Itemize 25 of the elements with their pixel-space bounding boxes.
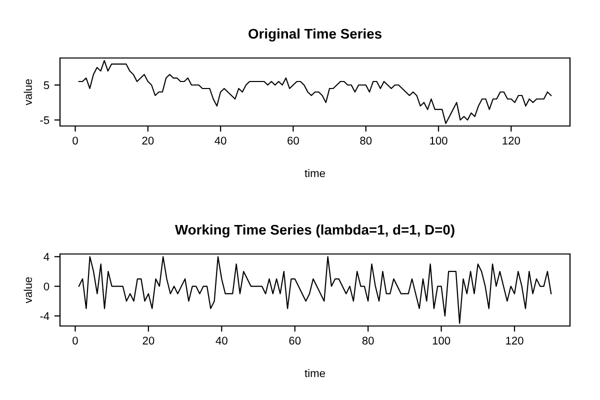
x-axis-title: time [304,368,325,378]
x-tick-label: 100 [432,336,450,345]
x-tick-label: 80 [360,136,372,145]
x-axis-title: time [304,168,325,178]
y-axis-title: value [24,277,32,304]
x-tick-label: 20 [142,136,154,145]
x-tick-label: 0 [72,336,78,345]
x-tick-label: 120 [506,336,524,345]
chart-title: Working Time Series (lambda=1, d=1, D=0) [174,224,454,238]
y-tick-label: 5 [44,81,50,90]
x-tick-label: 60 [289,336,301,345]
y-tick-label: 0 [44,282,50,290]
x-tick-label: 40 [214,136,226,145]
x-tick-label: 60 [288,136,299,145]
y-axis-title: value [24,79,32,106]
y-tick-label: -5 [40,116,50,124]
chart-title: Original Time Series [248,28,382,42]
y-tick-label: 4 [44,253,50,261]
x-tick-label: 80 [362,336,374,345]
x-tick-label: 120 [502,136,520,145]
x-tick-label: 0 [72,136,78,145]
x-tick-label: 40 [216,336,228,345]
x-tick-label: 100 [430,136,448,145]
y-tick-label: -4 [40,312,50,320]
x-tick-label: 20 [142,336,154,345]
